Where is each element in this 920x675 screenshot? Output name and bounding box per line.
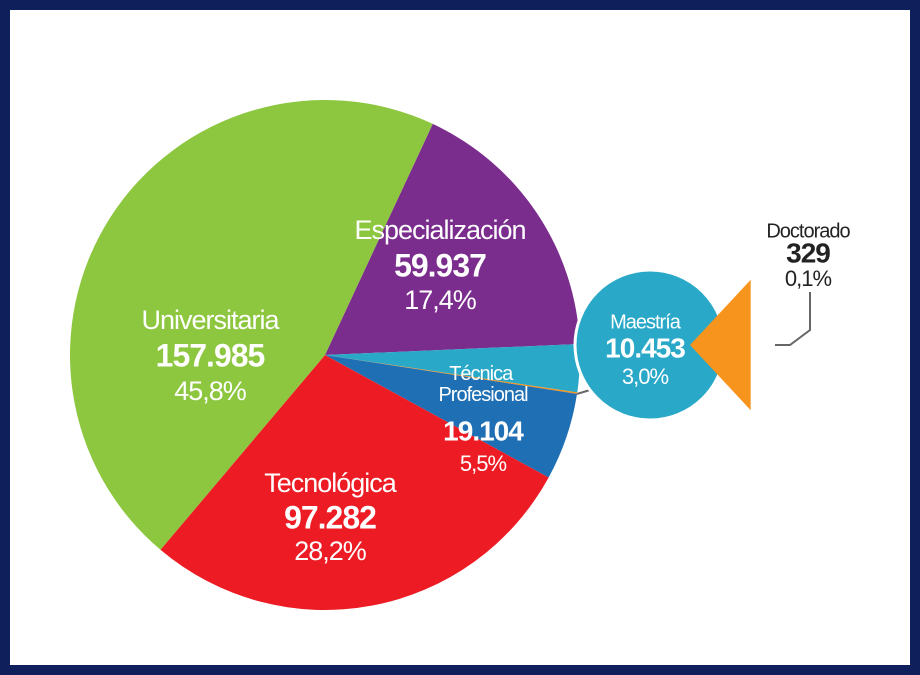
pie-slice bbox=[325, 355, 578, 394]
percentage-label: 3,0% bbox=[622, 364, 669, 389]
value-label: 329 bbox=[786, 237, 830, 268]
value-label: 59.937 bbox=[394, 247, 486, 283]
category-label: Técnica Profesional bbox=[438, 363, 528, 406]
pie-slice bbox=[69, 99, 433, 550]
zoom-slice bbox=[690, 279, 751, 411]
value-label: 19.104 bbox=[443, 415, 524, 446]
category-label: Tecnológica bbox=[264, 468, 398, 498]
pie-slice bbox=[325, 343, 581, 393]
pie-slice bbox=[160, 355, 549, 611]
percentage-label: 45,8% bbox=[174, 376, 247, 406]
percentage-label: 0,1% bbox=[785, 266, 832, 291]
leader bbox=[775, 292, 811, 346]
value-label: 97.282 bbox=[284, 499, 376, 535]
percentage-label: 17,4% bbox=[404, 285, 477, 315]
category-label: Especialización bbox=[354, 215, 525, 245]
category-label: Doctorado bbox=[766, 220, 850, 242]
percentage-label: 5,5% bbox=[460, 451, 507, 476]
pie-slice bbox=[325, 123, 580, 356]
category-label: Universitaria bbox=[141, 305, 280, 335]
value-label: 10.453 bbox=[605, 332, 685, 363]
value-label: 157.985 bbox=[156, 337, 265, 373]
label-line: Profesional bbox=[438, 384, 528, 406]
label-line: Técnica bbox=[449, 363, 517, 385]
pie-slice bbox=[325, 355, 578, 478]
percentage-label: 28,2% bbox=[294, 536, 367, 566]
category-label: Maestría bbox=[610, 311, 682, 333]
connector bbox=[576, 389, 591, 395]
